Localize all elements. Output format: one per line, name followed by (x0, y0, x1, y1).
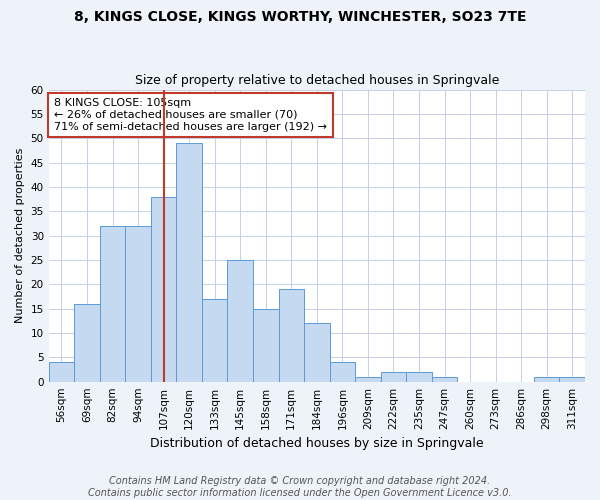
Text: 8, KINGS CLOSE, KINGS WORTHY, WINCHESTER, SO23 7TE: 8, KINGS CLOSE, KINGS WORTHY, WINCHESTER… (74, 10, 526, 24)
Bar (100, 226, 125, 382)
Y-axis label: Number of detached properties: Number of detached properties (15, 148, 25, 324)
Text: Contains HM Land Registry data © Crown copyright and database right 2024.
Contai: Contains HM Land Registry data © Crown c… (88, 476, 512, 498)
Bar (559, 377, 585, 382)
Bar (125, 226, 151, 382)
Bar (406, 372, 432, 382)
X-axis label: Distribution of detached houses by size in Springvale: Distribution of detached houses by size … (150, 437, 484, 450)
Text: 8 KINGS CLOSE: 105sqm
← 26% of detached houses are smaller (70)
71% of semi-deta: 8 KINGS CLOSE: 105sqm ← 26% of detached … (54, 98, 327, 132)
Bar (380, 372, 406, 382)
Bar (278, 289, 304, 382)
Bar (253, 308, 278, 382)
Bar (49, 362, 74, 382)
Title: Size of property relative to detached houses in Springvale: Size of property relative to detached ho… (134, 74, 499, 87)
Bar (202, 299, 227, 382)
Bar (534, 377, 559, 382)
Bar (227, 260, 253, 382)
Bar (74, 304, 100, 382)
Bar (329, 362, 355, 382)
Bar (151, 196, 176, 382)
Bar (304, 324, 329, 382)
Bar (355, 377, 380, 382)
Bar (432, 377, 457, 382)
Bar (176, 143, 202, 382)
